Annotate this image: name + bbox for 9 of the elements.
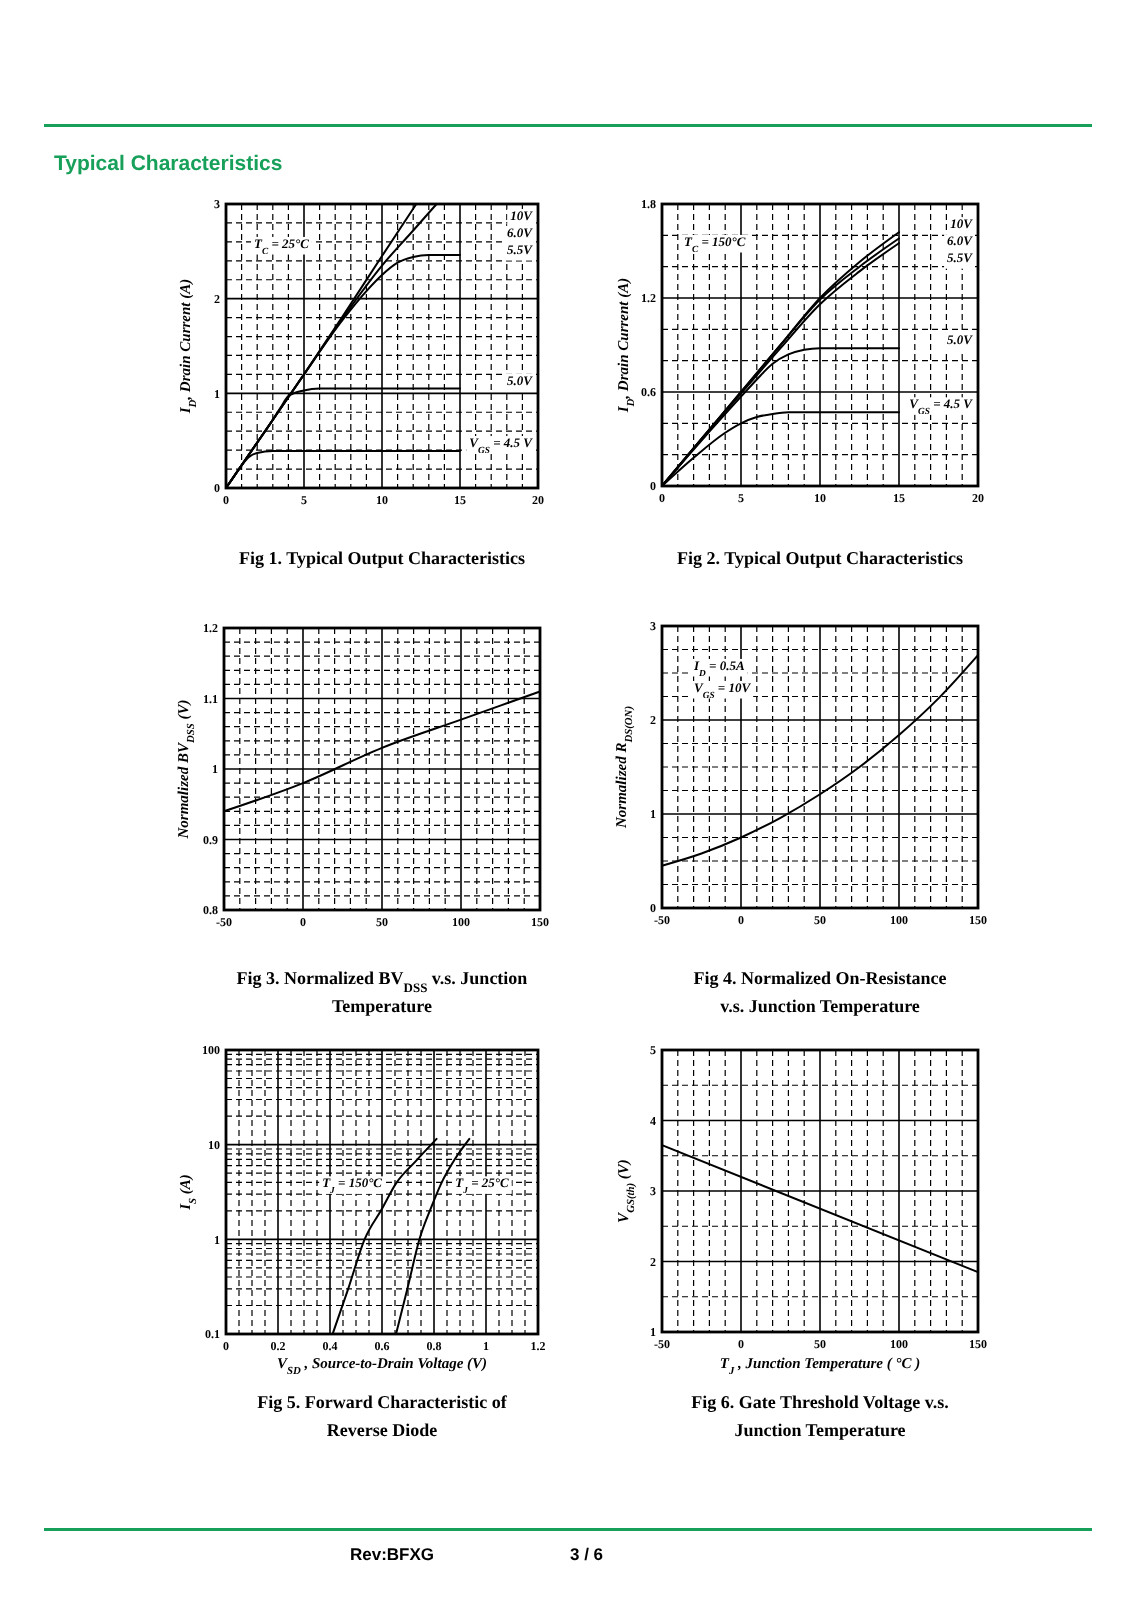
text: Fig 2. Typical Output Characteristics xyxy=(677,548,964,568)
text: Rev:BFXG xyxy=(350,1544,435,1564)
text: Fig 1. Typical Output Characteristics xyxy=(239,548,526,568)
text: Typical Characteristics xyxy=(54,152,283,176)
text: Fig 6. Gate Threshold Voltage v.s. Junction Temperature xyxy=(691,1392,949,1440)
text: Fig 5. Forward Characteristic of Reverse Diode xyxy=(257,1392,509,1440)
text: Fig 3. Normalized BV$_{DSS}$ v.s. Junction Temperature xyxy=(236,968,528,1016)
text: 3 / 6 xyxy=(570,1544,604,1564)
text: Fig 4. Normalized On-Resistance v.s. Junction Temperature xyxy=(693,968,947,1016)
